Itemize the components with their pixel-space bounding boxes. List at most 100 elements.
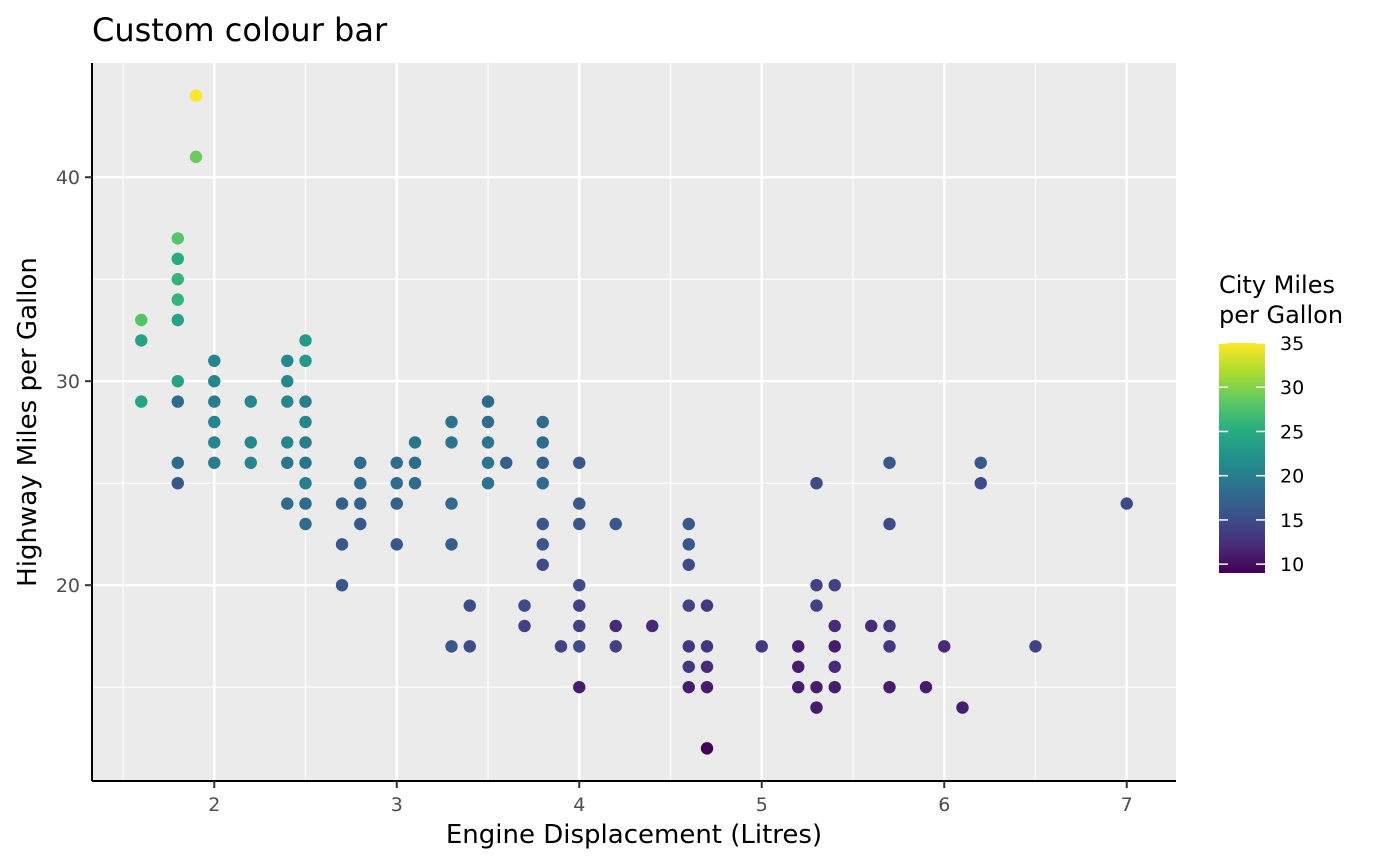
plot-panel bbox=[92, 63, 1176, 781]
data-point bbox=[536, 538, 549, 551]
major-gridlines bbox=[92, 63, 1176, 781]
data-point bbox=[810, 578, 823, 592]
data-point bbox=[828, 680, 841, 694]
data-point bbox=[390, 476, 403, 490]
data-point bbox=[208, 375, 221, 388]
data-point bbox=[828, 619, 841, 633]
data-point bbox=[445, 436, 458, 449]
data-point bbox=[171, 375, 184, 388]
data-point bbox=[135, 334, 148, 347]
data-point bbox=[171, 313, 184, 327]
legend-title: City Miles per Gallon bbox=[1219, 271, 1343, 329]
data-point bbox=[171, 476, 184, 490]
data-point bbox=[536, 517, 549, 531]
data-point bbox=[408, 436, 422, 449]
data-point bbox=[536, 436, 549, 449]
data-point bbox=[554, 640, 568, 653]
data-point bbox=[883, 680, 896, 694]
data-point bbox=[536, 456, 549, 469]
data-point bbox=[938, 640, 951, 653]
data-point bbox=[828, 660, 841, 673]
data-point bbox=[536, 476, 549, 490]
data-point bbox=[573, 497, 586, 510]
data-point bbox=[299, 476, 312, 490]
data-point bbox=[974, 476, 987, 490]
data-point bbox=[171, 232, 184, 245]
data-point bbox=[171, 293, 184, 306]
data-point bbox=[244, 395, 257, 408]
data-point bbox=[828, 640, 841, 653]
y-axis-title: Highway Miles per Gallon bbox=[13, 257, 43, 587]
data-point bbox=[445, 415, 458, 429]
data-point bbox=[299, 517, 312, 531]
data-point bbox=[810, 680, 823, 694]
data-point bbox=[573, 456, 586, 469]
data-point bbox=[208, 436, 221, 449]
data-point bbox=[299, 456, 312, 469]
data-point bbox=[390, 538, 403, 551]
data-point bbox=[919, 680, 933, 694]
data-point bbox=[445, 497, 458, 510]
data-point bbox=[408, 456, 422, 469]
data-point bbox=[792, 680, 805, 694]
data-point bbox=[354, 456, 367, 469]
data-point bbox=[463, 640, 476, 653]
data-point bbox=[700, 680, 714, 694]
data-point bbox=[974, 456, 987, 469]
data-points bbox=[135, 89, 1133, 755]
data-point bbox=[390, 497, 403, 510]
data-point bbox=[208, 395, 221, 408]
data-point bbox=[573, 640, 586, 653]
data-point bbox=[573, 619, 586, 633]
data-point bbox=[700, 742, 714, 755]
data-point bbox=[755, 640, 768, 653]
data-point bbox=[445, 538, 458, 551]
data-point bbox=[682, 558, 695, 571]
data-point bbox=[682, 680, 695, 694]
data-point bbox=[609, 619, 622, 633]
data-point bbox=[281, 354, 294, 368]
data-point bbox=[171, 252, 184, 266]
data-point bbox=[573, 517, 586, 531]
data-point bbox=[518, 599, 531, 612]
data-point bbox=[335, 578, 349, 592]
data-point bbox=[1029, 640, 1042, 653]
colour-bar-label: 30 bbox=[1280, 377, 1304, 399]
data-point bbox=[281, 436, 294, 449]
data-point bbox=[335, 538, 349, 551]
data-point bbox=[573, 599, 586, 612]
y-tick-label: 30 bbox=[56, 371, 80, 393]
data-point bbox=[354, 497, 367, 510]
data-point bbox=[299, 395, 312, 408]
colour-bar-label: 35 bbox=[1280, 333, 1304, 355]
data-point bbox=[208, 354, 221, 368]
y-tick-label: 40 bbox=[56, 167, 80, 189]
colour-bar-label: 25 bbox=[1280, 421, 1304, 443]
data-point bbox=[865, 619, 878, 633]
data-point bbox=[135, 395, 148, 408]
data-point bbox=[700, 660, 714, 673]
data-point bbox=[500, 456, 513, 469]
data-point bbox=[481, 395, 495, 408]
data-point bbox=[609, 517, 622, 531]
data-point bbox=[682, 660, 695, 673]
data-point bbox=[189, 150, 203, 164]
data-point bbox=[883, 517, 896, 531]
data-point bbox=[810, 599, 823, 612]
x-tick-label: 4 bbox=[573, 794, 585, 816]
data-point bbox=[171, 395, 184, 408]
data-point bbox=[244, 456, 257, 469]
data-point bbox=[208, 456, 221, 469]
data-point bbox=[281, 375, 294, 388]
colour-bar bbox=[1219, 343, 1265, 573]
data-point bbox=[299, 497, 312, 510]
data-point bbox=[609, 640, 622, 653]
data-point bbox=[810, 476, 823, 490]
data-point bbox=[883, 619, 896, 633]
data-point bbox=[682, 517, 695, 531]
data-point bbox=[335, 497, 349, 510]
data-point bbox=[883, 640, 896, 653]
data-point bbox=[299, 436, 312, 449]
data-point bbox=[354, 517, 367, 531]
